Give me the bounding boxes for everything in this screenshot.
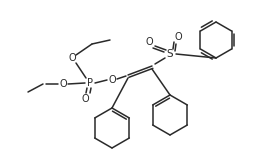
Text: O: O: [145, 37, 153, 47]
Text: O: O: [59, 79, 67, 89]
Text: O: O: [81, 94, 89, 104]
Text: O: O: [108, 75, 116, 85]
Text: P: P: [87, 78, 93, 88]
Text: S: S: [167, 49, 173, 59]
Text: O: O: [174, 32, 182, 42]
Text: O: O: [68, 53, 76, 63]
